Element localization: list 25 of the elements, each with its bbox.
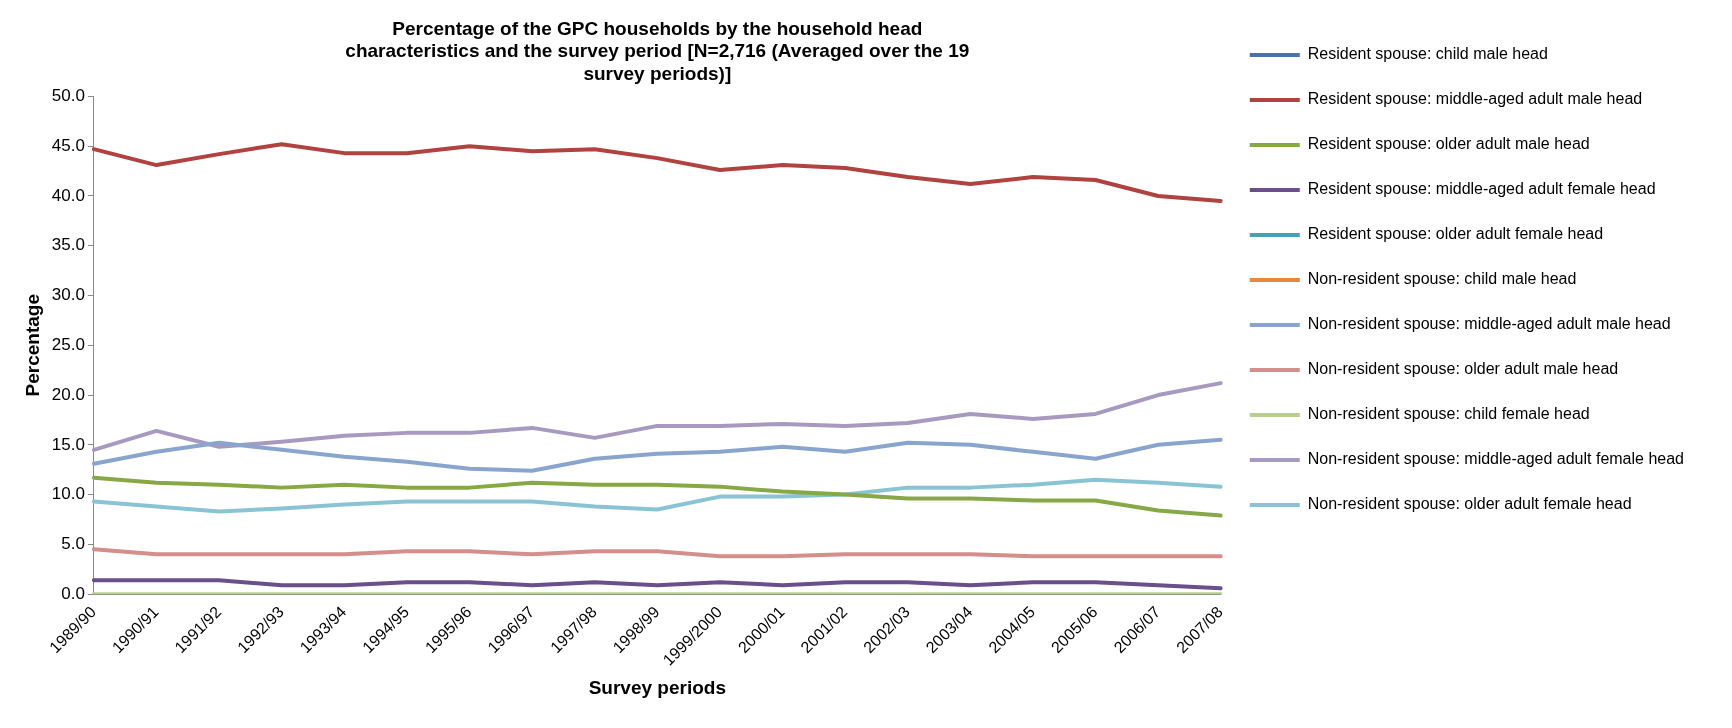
y-tick-label: 50.0 bbox=[51, 86, 85, 106]
legend-label: Non-resident spouse: child female head bbox=[1307, 405, 1590, 423]
y-tick-label: 10.0 bbox=[51, 484, 85, 504]
legend-label: Resident spouse: older adult male head bbox=[1307, 135, 1590, 153]
chart-title: Percentage of the GPC households by the household head characteristics and the survey period [N=2,716 (Averaged over the 19 survey periods)] bbox=[345, 17, 970, 85]
y-tick-label: 20.0 bbox=[51, 384, 85, 404]
legend-label: Resident spouse: older adult female head bbox=[1307, 225, 1604, 243]
y-tick-label: 45.0 bbox=[51, 135, 85, 155]
legend-label: Non-resident spouse: child male head bbox=[1307, 270, 1577, 288]
y-tick-label: 5.0 bbox=[61, 534, 85, 554]
legend-label: Resident spouse: middle-aged adult female head bbox=[1307, 180, 1656, 198]
legend-label: Non-resident spouse: middle-aged adult female head bbox=[1307, 450, 1684, 468]
y-tick-label: 35.0 bbox=[51, 235, 85, 255]
x-axis-title: Survey periods bbox=[588, 676, 726, 698]
legend-label: Resident spouse: child male head bbox=[1307, 45, 1548, 63]
y-tick-label: 40.0 bbox=[51, 185, 85, 205]
legend-label: Non-resident spouse: middle-aged adult male head bbox=[1307, 315, 1671, 333]
legend-label: Non-resident spouse: older adult male head bbox=[1307, 360, 1619, 378]
legend-label: Non-resident spouse: older adult female head bbox=[1307, 495, 1632, 513]
y-tick-label: 25.0 bbox=[51, 334, 85, 354]
y-axis-title: Percentage bbox=[21, 294, 43, 397]
y-tick-label: 0.0 bbox=[61, 583, 85, 603]
y-tick-label: 15.0 bbox=[51, 434, 85, 454]
y-tick-label: 30.0 bbox=[51, 285, 85, 305]
legend-label: Resident spouse: middle-aged adult male head bbox=[1307, 90, 1643, 108]
